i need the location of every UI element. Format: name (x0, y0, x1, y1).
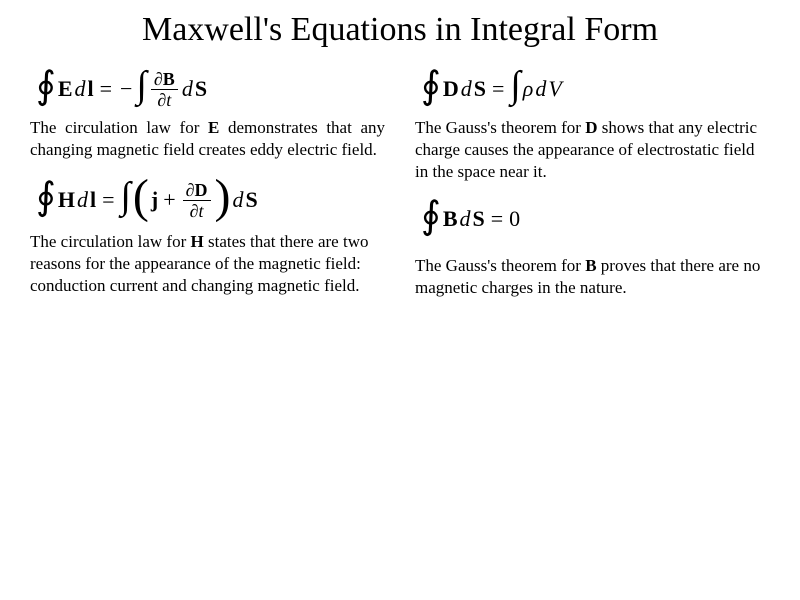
equation-2: ∮ H d l = ∫ ( j + ∂D ∂t ) d S (36, 169, 385, 231)
oint-symbol: ∮ (36, 63, 56, 108)
equation-3: ∮ D d S = ∫ ρ d V (421, 61, 770, 117)
equals: = (491, 206, 503, 232)
vector-S: S (195, 76, 207, 102)
int-symbol: ∫ (136, 63, 146, 107)
description-1: The circulation law for E demonstrates t… (30, 117, 385, 161)
equation-1: ∮ E d l = − ∫ ∂B ∂t d S (36, 61, 385, 117)
minus: − (120, 76, 132, 102)
description-4: The Gauss's theorem for B proves that th… (415, 255, 770, 299)
vector-S: S (246, 187, 258, 213)
equation-block-2: ∮ H d l = ∫ ( j + ∂D ∂t ) d S (30, 169, 385, 297)
vector-S: S (474, 76, 486, 102)
d: d (182, 76, 193, 102)
denominator: ∂t (157, 90, 171, 109)
description-2: The circulation law for H states that th… (30, 231, 385, 297)
vector-E: E (58, 76, 73, 102)
vector-j: j (151, 187, 158, 213)
page-title: Maxwell's Equations in Integral Form (30, 10, 770, 49)
oint-symbol: ∮ (36, 174, 56, 219)
equation-block-3: ∮ D d S = ∫ ρ d V The Gauss's theorem fo… (415, 61, 770, 183)
oint-symbol: ∮ (421, 193, 441, 238)
V: V (548, 76, 561, 102)
vector-l: l (88, 76, 94, 102)
vector-H: H (58, 187, 75, 213)
description-3: The Gauss's theorem for D shows that any… (415, 117, 770, 183)
vector-S: S (473, 206, 485, 232)
d: d (535, 76, 546, 102)
equation-block-4: ∮ B d S = 0 The Gauss's theorem for B pr… (415, 191, 770, 299)
right-column: ∮ D d S = ∫ ρ d V The Gauss's theorem fo… (415, 61, 770, 307)
fraction: ∂B ∂t (151, 70, 178, 109)
int-symbol: ∫ (510, 63, 520, 107)
d: d (75, 76, 86, 102)
plus: + (163, 187, 175, 213)
numerator: ∂B (151, 70, 178, 90)
vector-B: B (443, 206, 458, 232)
left-paren: ( (133, 169, 149, 224)
zero: 0 (509, 206, 520, 232)
equals: = (492, 76, 504, 102)
denominator: ∂t (190, 201, 204, 220)
content-columns: ∮ E d l = − ∫ ∂B ∂t d S The circulation … (30, 61, 770, 307)
int-symbol: ∫ (120, 174, 130, 218)
equals: = (102, 187, 114, 213)
numerator: ∂D (183, 181, 211, 201)
d: d (460, 206, 471, 232)
d: d (77, 187, 88, 213)
vector-D: D (443, 76, 459, 102)
slide: Maxwell's Equations in Integral Form ∮ E… (0, 0, 800, 600)
rho: ρ (523, 76, 534, 102)
equation-4: ∮ B d S = 0 (421, 191, 770, 247)
d: d (233, 187, 244, 213)
equals: = (100, 76, 112, 102)
equation-block-1: ∮ E d l = − ∫ ∂B ∂t d S The circulation … (30, 61, 385, 161)
right-paren: ) (215, 169, 231, 224)
fraction: ∂D ∂t (183, 181, 211, 220)
oint-symbol: ∮ (421, 63, 441, 108)
d: d (461, 76, 472, 102)
vector-l: l (90, 187, 96, 213)
left-column: ∮ E d l = − ∫ ∂B ∂t d S The circulation … (30, 61, 385, 307)
